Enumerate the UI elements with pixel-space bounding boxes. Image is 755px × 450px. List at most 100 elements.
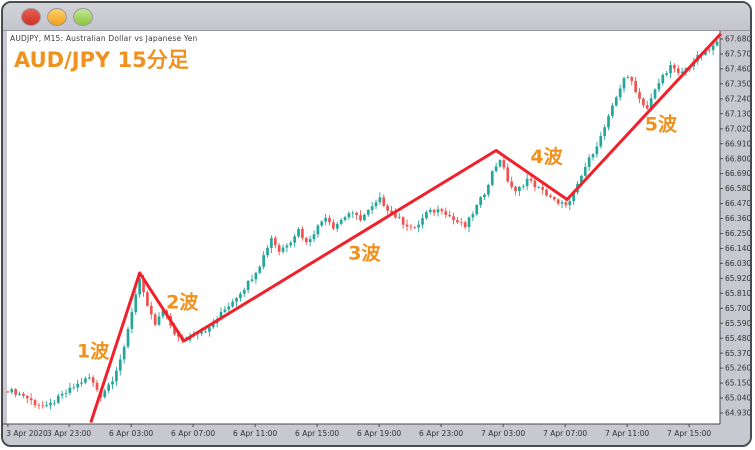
candle bbox=[60, 393, 64, 396]
candle bbox=[103, 390, 107, 398]
symbol-info: AUDJPY, M15: Australian Dollar vs Japane… bbox=[10, 34, 198, 43]
time-axis-label: 6 Apr 03:00 bbox=[109, 429, 153, 438]
candle bbox=[111, 381, 114, 385]
candle bbox=[560, 202, 564, 204]
minimize-button[interactable] bbox=[47, 7, 67, 26]
candle bbox=[316, 225, 320, 235]
wave-label: 2波 bbox=[166, 290, 199, 313]
candle bbox=[366, 210, 370, 215]
candle bbox=[483, 194, 486, 198]
time-axis-label: 7 Apr 11:00 bbox=[605, 429, 649, 438]
candle bbox=[84, 378, 87, 383]
candle bbox=[502, 160, 506, 168]
price-axis-label: 66.690 bbox=[725, 169, 750, 178]
candle bbox=[10, 389, 14, 393]
candle bbox=[436, 209, 440, 213]
candle bbox=[53, 402, 56, 404]
candle bbox=[401, 217, 405, 225]
price-axis-label: 67.460 bbox=[725, 65, 750, 74]
candle bbox=[603, 127, 606, 136]
candle bbox=[386, 205, 389, 211]
candle bbox=[421, 218, 424, 225]
candle bbox=[607, 115, 610, 128]
candle bbox=[545, 189, 548, 196]
candle bbox=[611, 105, 614, 116]
candle bbox=[440, 209, 444, 212]
price-axis-label: 66.250 bbox=[725, 229, 750, 238]
candle bbox=[45, 405, 48, 407]
candle bbox=[572, 192, 575, 202]
candle bbox=[494, 166, 498, 172]
candle bbox=[219, 311, 223, 320]
candle bbox=[343, 217, 347, 220]
candle bbox=[134, 294, 138, 313]
candle bbox=[614, 97, 618, 106]
candle bbox=[599, 135, 603, 147]
price-axis-label: 67.350 bbox=[725, 79, 750, 88]
candle bbox=[142, 278, 145, 293]
candle bbox=[351, 212, 355, 214]
close-button[interactable] bbox=[21, 7, 41, 26]
candle bbox=[107, 384, 110, 391]
candle bbox=[87, 377, 91, 379]
candle bbox=[580, 175, 583, 184]
candle bbox=[37, 405, 41, 406]
chart-title: AUD/JPY 15分足 bbox=[14, 48, 189, 72]
candlestick-chart[interactable]: 67.680 67.570 67.460 67.350 67.240 67.130 67.0… bbox=[3, 31, 750, 445]
candle bbox=[208, 327, 211, 332]
price-axis-label: 66.140 bbox=[725, 244, 750, 253]
candle bbox=[459, 222, 463, 224]
candle bbox=[328, 217, 331, 223]
candle bbox=[41, 405, 45, 407]
candle bbox=[397, 217, 401, 219]
candle bbox=[537, 187, 541, 188]
candle bbox=[18, 393, 21, 395]
candle bbox=[14, 389, 17, 395]
candle bbox=[595, 146, 599, 155]
candle bbox=[390, 210, 393, 214]
candle bbox=[68, 387, 72, 393]
time-axis-label: 3 Apr 2020 bbox=[6, 429, 48, 438]
candle bbox=[347, 213, 351, 218]
time-axis-label: 7 Apr 07:00 bbox=[543, 429, 587, 438]
price-axis-label: 66.800 bbox=[725, 154, 750, 163]
candle bbox=[363, 214, 366, 221]
candle bbox=[583, 166, 587, 176]
candle bbox=[270, 238, 273, 248]
price-axis-label: 65.040 bbox=[725, 394, 750, 403]
time-axis-label: 6 Apr 07:00 bbox=[171, 429, 215, 438]
candle bbox=[293, 236, 296, 243]
price-axis-label: 67.570 bbox=[725, 50, 750, 59]
time-axis-label: 6 Apr 11:00 bbox=[233, 429, 277, 438]
candle bbox=[211, 323, 215, 328]
candle bbox=[587, 157, 591, 167]
candle bbox=[320, 221, 324, 226]
candle bbox=[72, 387, 76, 389]
candle bbox=[649, 98, 653, 109]
candle bbox=[56, 395, 60, 403]
elliott-wave-line bbox=[89, 32, 723, 423]
candle bbox=[518, 186, 521, 192]
price-axis-label: 66.030 bbox=[725, 259, 750, 268]
price-axis-label: 66.580 bbox=[725, 184, 750, 193]
candle bbox=[301, 228, 304, 238]
time-axis-label: 6 Apr 23:00 bbox=[419, 429, 463, 438]
candle bbox=[618, 88, 622, 98]
candle bbox=[556, 199, 560, 204]
candle bbox=[622, 77, 626, 89]
candle bbox=[552, 197, 556, 200]
zoom-button[interactable] bbox=[73, 7, 93, 26]
candle bbox=[49, 402, 52, 406]
candle bbox=[22, 393, 25, 396]
candle bbox=[25, 395, 29, 399]
candle bbox=[626, 77, 630, 78]
candle bbox=[471, 214, 475, 218]
candle bbox=[529, 178, 533, 181]
price-axis-label: 66.360 bbox=[725, 214, 750, 223]
price-axis-label: 65.150 bbox=[725, 379, 750, 388]
candle bbox=[173, 325, 176, 335]
candle bbox=[76, 383, 79, 388]
candle bbox=[223, 309, 227, 312]
candle bbox=[715, 41, 719, 46]
candle bbox=[645, 105, 649, 109]
